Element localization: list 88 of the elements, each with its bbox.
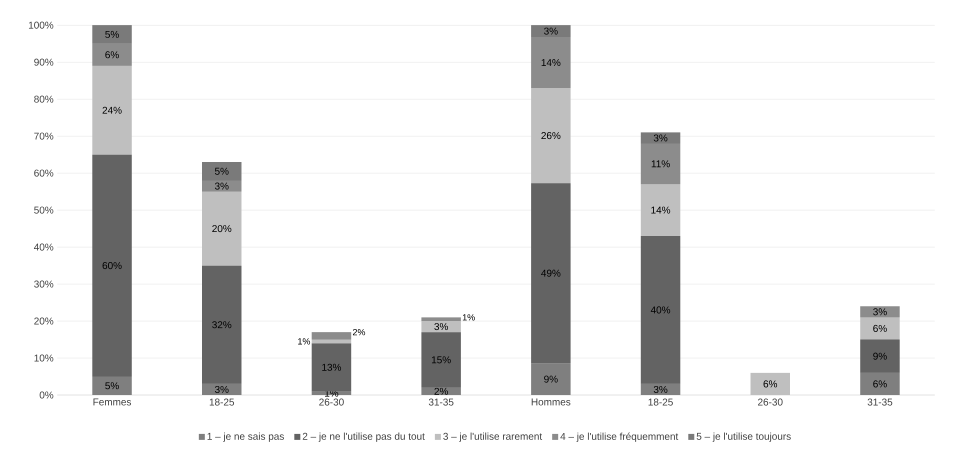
bar xyxy=(640,236,680,384)
x-tick-label: 26-30 xyxy=(758,398,783,406)
data-label: 3% xyxy=(544,27,558,35)
legend-label: 3 – je l'utilise rarement xyxy=(443,432,542,442)
bar xyxy=(640,143,680,184)
bar xyxy=(312,332,352,340)
legend-label: 2 – je ne l'utilise pas du tout xyxy=(302,432,425,442)
data-label: 3% xyxy=(434,322,448,330)
x-tick-label: 18-25 xyxy=(648,398,673,406)
legend-label: 4 – je l'utilise fréquemment xyxy=(560,432,678,442)
data-label: 9% xyxy=(544,375,558,383)
bar xyxy=(92,25,132,44)
bar xyxy=(640,384,680,395)
x-tick-label: Femmes xyxy=(93,398,132,406)
data-label: 3% xyxy=(214,386,229,393)
data-label: 3% xyxy=(654,386,668,393)
bar xyxy=(421,320,461,332)
bar xyxy=(531,36,571,88)
data-label: 24% xyxy=(102,106,122,114)
data-label: 40% xyxy=(650,306,670,314)
x-tick-label: 18-25 xyxy=(210,398,234,406)
bar xyxy=(92,44,132,66)
bar xyxy=(750,372,790,395)
y-tick-label: 80% xyxy=(34,96,54,103)
data-label: 5% xyxy=(105,382,119,390)
bar xyxy=(860,306,900,318)
bar xyxy=(531,88,571,184)
bar xyxy=(312,343,352,392)
bar xyxy=(312,339,352,344)
data-label: 6% xyxy=(873,380,887,388)
data-label: 1% xyxy=(298,338,310,344)
bar xyxy=(640,184,680,236)
bar xyxy=(531,183,571,364)
data-label: 26% xyxy=(541,132,560,139)
y-tick-label: 90% xyxy=(34,58,54,66)
data-label: 6% xyxy=(105,51,119,58)
data-label: 14% xyxy=(542,58,560,66)
data-label: 5% xyxy=(214,168,229,175)
data-label: 3% xyxy=(654,134,668,142)
x-tick-label: 31-35 xyxy=(868,398,892,406)
data-label: 6% xyxy=(764,380,778,388)
bar xyxy=(421,388,461,395)
bar xyxy=(92,376,132,395)
data-label: 5% xyxy=(105,30,119,38)
y-tick-label: 70% xyxy=(34,132,54,140)
data-label: 3% xyxy=(214,182,229,190)
bar xyxy=(421,317,461,321)
bar xyxy=(860,339,900,373)
y-tick-label: 60% xyxy=(34,169,54,177)
legend-label: 5 – je l'utilise toujours xyxy=(696,432,791,442)
y-tick-label: 10% xyxy=(34,354,54,362)
legend-label: 1 – je ne sais pas xyxy=(208,432,284,442)
data-label: 2% xyxy=(434,388,448,395)
y-tick-label: 20% xyxy=(34,317,54,324)
data-label: 15% xyxy=(432,356,451,364)
bar xyxy=(202,192,242,266)
bar xyxy=(202,162,242,180)
x-tick-label: 26-30 xyxy=(319,398,344,406)
y-tick-label: 40% xyxy=(34,243,54,251)
data-label: 3% xyxy=(873,308,887,316)
data-label: 9% xyxy=(873,352,887,360)
data-label: 1% xyxy=(462,314,475,320)
data-label: 2% xyxy=(352,328,366,336)
bar xyxy=(202,180,242,192)
x-tick-label: 31-35 xyxy=(428,398,454,406)
data-label: 32% xyxy=(212,321,232,328)
data-label: 20% xyxy=(212,224,232,232)
bar xyxy=(202,265,242,384)
bar xyxy=(202,384,242,395)
bar xyxy=(860,372,900,395)
x-tick-label: Hommes xyxy=(532,398,570,406)
data-label: 13% xyxy=(322,364,342,371)
y-tick-label: 30% xyxy=(34,280,54,288)
y-tick-label: 100% xyxy=(28,22,54,29)
data-label: 6% xyxy=(873,324,887,332)
bar xyxy=(640,132,680,144)
data-label: 11% xyxy=(652,160,670,168)
bar xyxy=(92,154,132,376)
bar xyxy=(421,332,461,388)
y-tick-label: 50% xyxy=(34,206,54,214)
bar xyxy=(531,363,571,395)
data-label: 49% xyxy=(541,270,560,277)
data-label: 14% xyxy=(651,206,670,214)
bar xyxy=(531,25,571,37)
bar xyxy=(860,317,900,340)
bar xyxy=(92,66,132,155)
y-tick-label: 0% xyxy=(40,391,54,398)
data-label: 60% xyxy=(102,262,122,269)
